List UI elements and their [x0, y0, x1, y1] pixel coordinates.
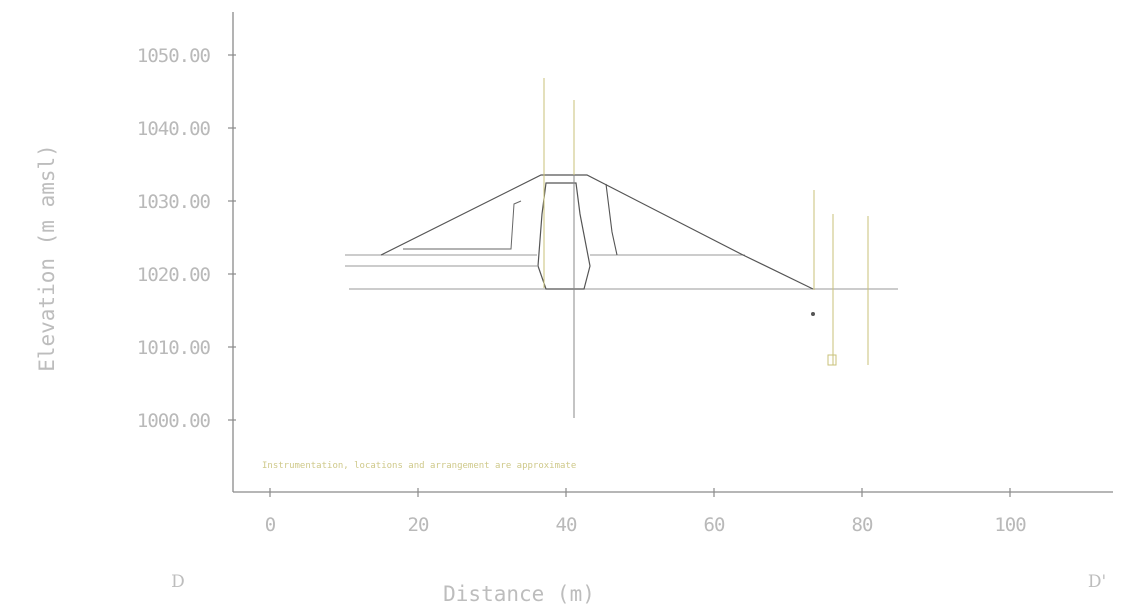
y-tick-label: 1040.00 [137, 118, 211, 140]
x-axis-title: Distance (m) [443, 582, 595, 606]
legend-note: Instrumentation, locations and arrangeme… [262, 461, 576, 471]
upstream-berm [403, 200, 522, 250]
y-tick-label: 1010.00 [137, 337, 211, 359]
y-tick-label: 1030.00 [137, 191, 211, 213]
instrument-marker [811, 312, 815, 316]
foundation-lines [345, 254, 898, 290]
x-tick-label: 0 [265, 514, 276, 536]
y-tick-label: 1000.00 [137, 410, 211, 432]
section-end-label: D' [1088, 572, 1106, 592]
dam-embankment-outline [380, 174, 814, 290]
x-ticks [269, 488, 1011, 497]
section-start-label: D [171, 572, 185, 592]
dam-core [537, 182, 591, 290]
instrument-columns [543, 78, 869, 366]
piezometer-tip [827, 354, 837, 366]
downstream-filter [605, 183, 618, 256]
x-tick-label: 40 [556, 514, 577, 536]
y-axis-title: Elevation (m amsl) [35, 144, 59, 372]
y-ticks [228, 54, 236, 421]
x-tick-label: 60 [704, 514, 725, 536]
x-tick-label: 100 [994, 514, 1026, 536]
y-tick-label: 1020.00 [137, 264, 211, 286]
x-tick-label: 20 [408, 514, 429, 536]
x-tick-label: 80 [852, 514, 873, 536]
y-tick-label: 1050.00 [137, 45, 211, 67]
